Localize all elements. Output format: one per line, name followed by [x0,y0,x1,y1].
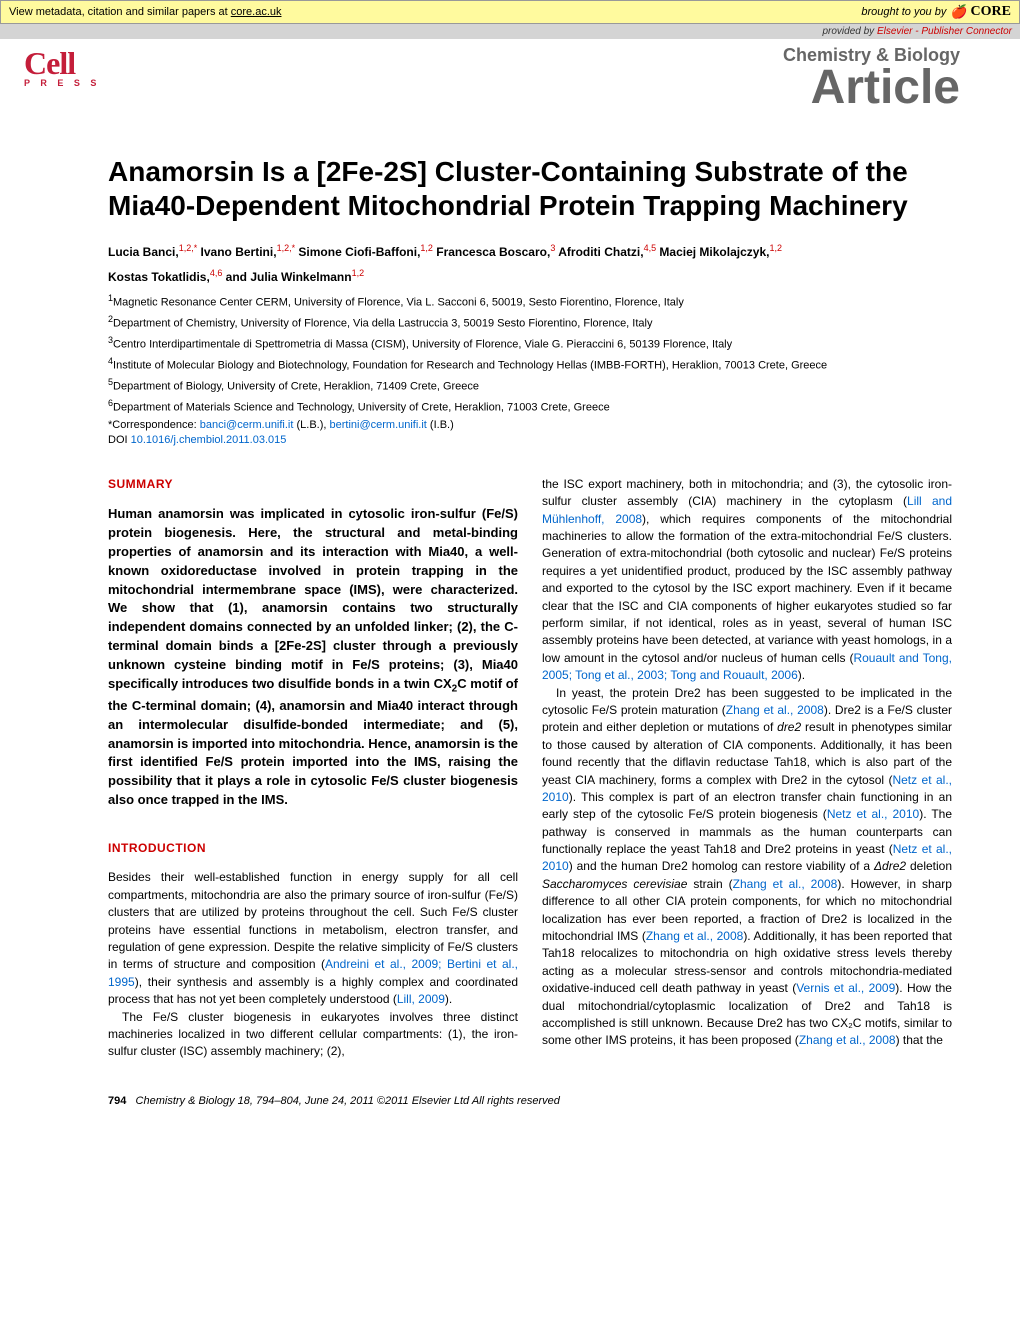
core-left-text[interactable]: View metadata, citation and similar pape… [9,6,282,18]
affiliation: 5Department of Biology, University of Cr… [108,376,952,395]
core-logo-text[interactable]: CORE [971,4,1011,20]
header-row: Cell P R E S S Chemistry & Biology Artic… [0,39,1020,115]
rp1-mid: ), which requires components of the mito… [542,512,952,665]
provided-source[interactable]: Elsevier - Publisher Connector [877,26,1012,37]
intro-para-2: The Fe/S cluster biogenesis in eukaryote… [108,1009,518,1061]
authors-line-1: Lucia Banci,1,2,* Ivano Bertini,1,2,* Si… [108,242,952,261]
rp2-m7: strain ( [687,877,732,891]
article-title: Anamorsin Is a [2Fe-2S] Cluster-Containi… [108,155,952,222]
summary-text: Human anamorsin was implicated in cytoso… [108,505,518,810]
cell-logo-main: Cell [24,45,100,82]
footer-journal: Chemistry & Biology [136,1095,235,1107]
affiliations-block: 1Magnetic Resonance Center CERM, Univers… [108,292,952,416]
cell-press-logo: Cell P R E S S [24,45,100,88]
core-prefix: View metadata, citation and similar pape… [9,6,231,18]
right-para-1: the ISC export machinery, both in mitoch… [542,476,952,685]
article-body: Anamorsin Is a [2Fe-2S] Cluster-Containi… [0,115,1020,1081]
rp2-ref8[interactable]: Zhang et al., 2008 [799,1033,896,1047]
core-metadata-banner: View metadata, citation and similar pape… [0,0,1020,24]
introduction-heading: INTRODUCTION [108,840,518,857]
core-brought-by: brought to you by [861,6,946,18]
article-type: Article [783,60,960,115]
core-link[interactable]: core.ac.uk [231,6,282,18]
page-footer: 794 Chemistry & Biology 18, 794–804, Jun… [0,1081,1020,1117]
corr-email-2[interactable]: bertini@cerm.unifi.it [330,419,427,431]
provided-by-banner: provided by Elsevier - Publisher Connect… [0,24,1020,39]
corr-name-1: (L.B.), [293,419,329,431]
core-right: brought to you by 🍎 CORE [861,4,1011,20]
intro-para-1: Besides their well-established function … [108,869,518,1008]
rp2-i2: Δdre2 [874,859,906,873]
rp1-post: ). [798,668,805,682]
intro-p1-post: ). [445,992,452,1006]
summary-heading: SUMMARY [108,476,518,493]
affiliation: 6Department of Materials Science and Tec… [108,397,952,416]
core-logo-icon: 🍎 [950,4,966,20]
doi-prefix: DOI [108,434,131,446]
cell-logo-sub: P R E S S [24,78,100,88]
corr-name-2: (I.B.) [427,419,454,431]
rp2-m6: deletion [906,859,952,873]
authors-line-2: Kostas Tokatlidis,4,6 and Julia Winkelma… [108,267,952,286]
right-para-2: In yeast, the protein Dre2 has been sugg… [542,685,952,1050]
corr-email-1[interactable]: banci@cerm.unifi.it [200,419,294,431]
right-column: the ISC export machinery, both in mitoch… [542,476,952,1061]
affiliation: 4Institute of Molecular Biology and Biot… [108,355,952,374]
provided-prefix: provided by [822,26,876,37]
rp2-ref7[interactable]: Vernis et al., 2009 [796,981,895,995]
affiliation: 1Magnetic Resonance Center CERM, Univers… [108,292,952,311]
page-number: 794 [108,1095,126,1107]
rp1-pre: the ISC export machinery, both in mitoch… [542,477,952,508]
intro-p1-mid: ), their synthesis and assembly is a hig… [108,975,518,1006]
two-column-layout: SUMMARY Human anamorsin was implicated i… [108,476,952,1061]
rp2-m5: ) and the human Dre2 homolog can restore… [569,859,874,873]
rp2-ref6[interactable]: Zhang et al., 2008 [646,929,743,943]
rp2-ref3[interactable]: Netz et al., 2010 [827,807,919,821]
rp2-i3: Saccharomyces cerevisiae [542,877,687,891]
footer-details: 18, 794–804, June 24, 2011 ©2011 Elsevie… [235,1095,560,1107]
corr-prefix: *Correspondence: [108,419,200,431]
rp2-ref1[interactable]: Zhang et al., 2008 [726,703,824,717]
affiliation: 2Department of Chemistry, University of … [108,313,952,332]
doi: DOI 10.1016/j.chembiol.2011.03.015 [108,434,952,446]
left-column: SUMMARY Human anamorsin was implicated i… [108,476,518,1061]
rp2-ref5[interactable]: Zhang et al., 2008 [733,877,838,891]
doi-link[interactable]: 10.1016/j.chembiol.2011.03.015 [131,434,287,446]
affiliation: 3Centro Interdipartimentale di Spettrome… [108,334,952,353]
intro-p1-ref2[interactable]: Lill, 2009 [397,992,445,1006]
rp2-i1: dre2 [777,720,801,734]
header-right: Chemistry & Biology Article [783,45,960,115]
rp2-post: ) that the [896,1033,943,1047]
correspondence: *Correspondence: banci@cerm.unifi.it (L.… [108,418,952,433]
